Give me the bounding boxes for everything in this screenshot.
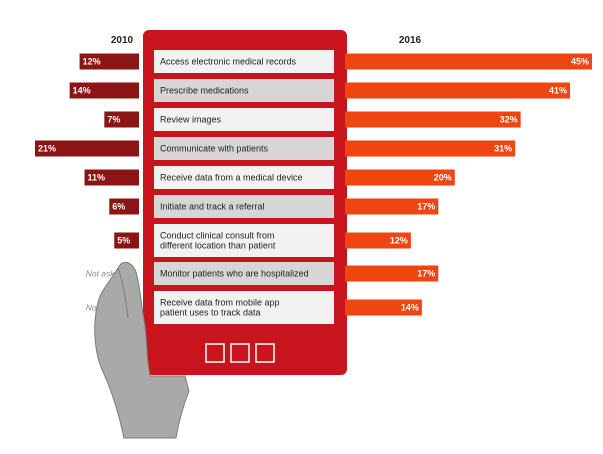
bar-2016 xyxy=(345,169,455,186)
value-label-2010: 14% xyxy=(73,86,91,96)
category-label-line: Monitor patients who are hospitalized xyxy=(160,269,309,279)
category-label: Communicate with patients xyxy=(160,144,269,154)
bar-2016 xyxy=(345,265,439,282)
category-label-line: Review images xyxy=(160,115,222,125)
category-label: Receive data from a medical device xyxy=(160,173,303,183)
category-label-line: different location than patient xyxy=(160,241,276,251)
not-asked-label: Not asked xyxy=(86,269,125,279)
hand-illustration xyxy=(94,262,190,439)
series-2016: 45% 41% 32% 31% 20% 17% 12% 17% 14% xyxy=(345,53,592,316)
value-label-2016: 32% xyxy=(500,115,518,125)
bar-2016 xyxy=(345,299,422,316)
value-label-2010: 6% xyxy=(112,202,125,212)
value-label-2010: 7% xyxy=(107,115,120,125)
bar-2010 xyxy=(104,111,139,128)
value-label-2016: 17% xyxy=(417,269,435,279)
bar-2016 xyxy=(345,111,521,128)
bar-2016 xyxy=(345,198,439,215)
category-row xyxy=(154,224,334,257)
value-label-2016: 45% xyxy=(571,57,589,67)
category-label: Access electronic medical records xyxy=(160,57,297,67)
bar-2010 xyxy=(35,140,139,157)
category-label: Receive data from mobile app patient uses… xyxy=(160,298,280,318)
category-label-line: Prescribe medications xyxy=(160,86,249,96)
category-label-line: Receive data from a medical device xyxy=(160,173,303,183)
category-label-line: Initiate and track a referral xyxy=(160,202,265,212)
bar-2010 xyxy=(79,53,139,70)
value-label-2010: 11% xyxy=(88,173,106,183)
category-label-line: Receive data from mobile app xyxy=(160,298,280,308)
category-row xyxy=(154,195,334,218)
category-label: Conduct clinical consult from different l… xyxy=(160,231,276,251)
bar-2010 xyxy=(84,169,139,186)
value-label-2010: 5% xyxy=(117,236,130,246)
category-row xyxy=(154,137,334,160)
category-row xyxy=(154,79,334,102)
hand-finger-line xyxy=(117,267,129,319)
category-label-line: patient uses to track data xyxy=(160,308,261,318)
category-label: Initiate and track a referral xyxy=(160,202,265,212)
bar-2010 xyxy=(69,82,139,99)
bar-2010 xyxy=(109,198,139,215)
bar-2016 xyxy=(345,140,516,157)
value-label-2016: 17% xyxy=(417,202,435,212)
category-row xyxy=(154,50,334,73)
value-label-2016: 20% xyxy=(434,173,452,183)
bar-2016 xyxy=(345,53,592,70)
value-label-2016: 41% xyxy=(549,86,567,96)
series-2010-label: 2010 xyxy=(111,35,134,46)
category-rows: Access electronic medical records Prescri… xyxy=(154,50,334,324)
category-label-line: Conduct clinical consult from xyxy=(160,231,275,241)
value-label-2016: 12% xyxy=(390,236,408,246)
bar-2010 xyxy=(114,232,139,249)
category-row xyxy=(154,108,334,131)
category-label-line: Communicate with patients xyxy=(160,144,269,154)
value-label-2016: 31% xyxy=(494,144,512,154)
category-label-line: Access electronic medical records xyxy=(160,57,297,67)
category-label: Monitor patients who are hospitalized xyxy=(160,269,309,279)
value-label-2010: 21% xyxy=(38,144,56,154)
value-label-2010: 12% xyxy=(83,57,101,67)
series-2016-label: 2016 xyxy=(399,35,422,46)
tablet-button-icon xyxy=(230,343,250,363)
bar-2016 xyxy=(345,82,571,99)
category-row xyxy=(154,262,334,285)
tablet-button-icon xyxy=(205,343,225,363)
tablet-button-icon xyxy=(255,343,275,363)
bar-2016 xyxy=(345,232,411,249)
category-row xyxy=(154,166,334,189)
category-row xyxy=(154,291,334,324)
value-label-2016: 14% xyxy=(401,303,419,313)
category-label: Prescribe medications xyxy=(160,86,249,96)
category-label: Review images xyxy=(160,115,222,125)
